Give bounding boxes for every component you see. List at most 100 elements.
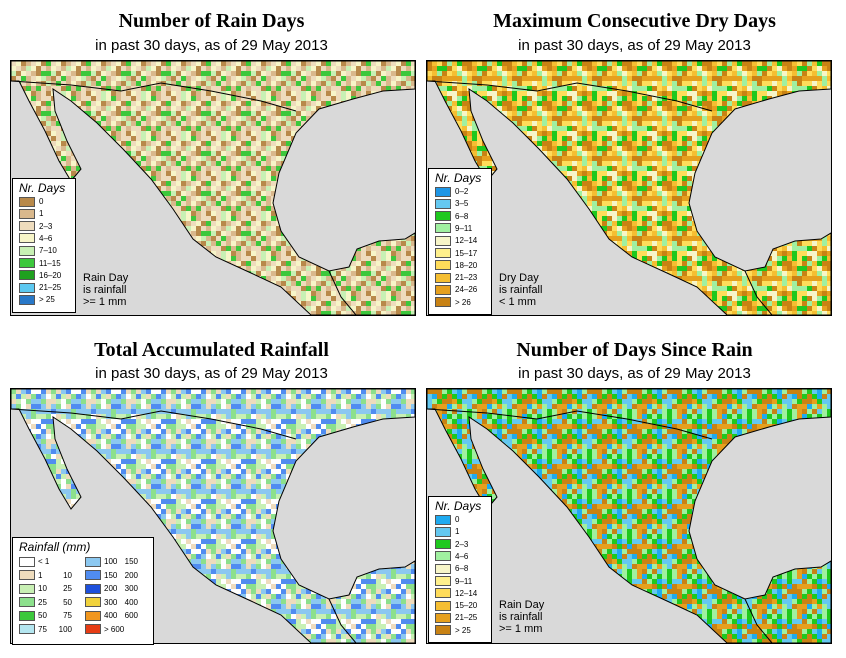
legend-dry-days: Nr. Days 0–2 3–5 6–8 9–11 12–14 15–17 18–20 21–…: [428, 168, 492, 315]
legend-swatch: [19, 221, 35, 232]
panel-title: Maximum Consecutive Dry Days: [493, 10, 776, 32]
legend-swatch: [435, 625, 451, 636]
legend-swatch: [19, 610, 35, 621]
note-line: is rainfall: [83, 284, 127, 296]
legend-swatch: [19, 208, 35, 219]
legend-swatch: [435, 539, 451, 550]
legend-label: 100 150: [104, 557, 138, 566]
legend-label: 11–15: [39, 258, 61, 268]
legend-label: 15–17: [455, 248, 478, 258]
panel-since-rain: Number of Days Since Rain in past 30 day…: [423, 329, 846, 658]
legend-swatch: [19, 233, 35, 244]
note-line: < 1 mm: [499, 296, 536, 308]
panel-rainfall: Total Accumulated Rainfall in past 30 da…: [0, 329, 423, 658]
legend-swatch: [435, 235, 451, 246]
legend-item: 25 50: [19, 597, 72, 608]
legend-swatch: [19, 258, 35, 268]
note-line: >= 1 mm: [83, 296, 127, 308]
legend-label: 1: [39, 209, 44, 219]
panel-dry-days: Maximum Consecutive Dry Days in past 30 …: [423, 0, 846, 329]
note-rain-days: Rain Day is rainfall >= 1 mm: [83, 272, 128, 308]
panel-title: Total Accumulated Rainfall: [94, 339, 329, 361]
legend-item: 75 100: [19, 624, 72, 635]
legend-swatch: [435, 576, 451, 586]
legend-item: 12–14: [435, 235, 477, 246]
legend-swatch: [435, 551, 451, 562]
legend-swatch: [435, 600, 451, 611]
legend-label: 4–6: [39, 233, 53, 243]
legend-item: 21–25: [19, 282, 61, 293]
country-border: [328, 270, 357, 315]
legend-swatch: [435, 514, 451, 525]
legend-item: < 1: [19, 556, 72, 567]
legend-swatch: [19, 270, 35, 281]
legend-label: 25 50: [38, 597, 72, 607]
panel-subtitle: in past 30 days, as of 29 May 2013: [518, 365, 751, 382]
legend-label: 75 100: [38, 624, 72, 634]
legend-swatch: [19, 245, 35, 256]
legend-swatch: [85, 597, 101, 607]
panel-subtitle: in past 30 days, as of 29 May 2013: [95, 37, 328, 54]
legend-swatch: [435, 612, 451, 623]
legend-item: 10 25: [19, 583, 72, 594]
legend-label: 18–20: [455, 260, 478, 270]
legend-label: > 25: [455, 625, 471, 635]
legend-rain-days: Nr. Days 0 1 2–3 4–6 7–10 11–15 16–20 21–25 > 25: [12, 178, 76, 313]
country-border: [427, 408, 713, 440]
legend-swatch: [19, 570, 35, 580]
legend-item: 18–20: [435, 260, 477, 271]
legend-item: 15–17: [435, 248, 477, 259]
legend-label: 0–2: [455, 187, 469, 196]
legend-item: 4–6: [435, 551, 468, 562]
legend-swatch: [435, 223, 451, 234]
legend-swatch: [435, 563, 451, 574]
note-line: Dry Day: [499, 272, 539, 284]
legend-label: 0: [455, 515, 460, 524]
legend-item: 1: [435, 526, 459, 537]
legend-item: > 25: [19, 294, 55, 305]
legend-label: 21–23: [455, 273, 478, 283]
mexico-map: [11, 389, 415, 643]
land-area: [11, 61, 415, 315]
legend-title: Nr. Days: [435, 499, 482, 513]
panel-title: Number of Days Since Rain: [516, 339, 753, 361]
legend-item: 0–2: [435, 186, 468, 197]
map-since-rain: [426, 388, 832, 644]
legend-swatch: [85, 583, 101, 594]
legend-swatch: [435, 260, 451, 271]
legend-rainfall: Rainfall (mm) < 1 1 10 10 25 25 50 50 75 75 100 100…: [12, 537, 154, 645]
legend-label: 15–20: [455, 601, 478, 611]
legend-swatch: [19, 597, 35, 607]
note-line: Rain Day: [499, 599, 545, 611]
note-dry-days: Dry Day is rainfall < 1 mm: [499, 272, 542, 308]
panel-rain-days: Number of Rain Days in past 30 days, as …: [0, 0, 423, 329]
legend-item: 1 10: [19, 570, 72, 581]
legend-item: 300 400: [85, 597, 138, 608]
legend-item: 9–11: [435, 223, 472, 234]
legend-label: 21–25: [39, 283, 62, 293]
map-rain-days: [10, 60, 416, 316]
legend-label: 16–20: [39, 270, 62, 280]
country-border: [744, 270, 773, 315]
legend-swatch: [435, 198, 451, 209]
legend-item: 7–10: [19, 245, 57, 256]
legend-item: 3–5: [435, 198, 468, 209]
legend-item: 200 300: [85, 583, 138, 594]
legend-item: 12–14: [435, 588, 477, 599]
legend-label: 150 200: [104, 570, 138, 580]
legend-item: > 26: [435, 297, 471, 308]
note-line: Rain Day: [83, 272, 129, 284]
note-since-rain: Rain Day is rainfall >= 1 mm: [499, 599, 544, 635]
legend-label: 12–14: [455, 236, 478, 246]
country-border: [11, 80, 297, 112]
legend-label: 4–6: [455, 551, 469, 561]
legend-label: > 600: [104, 624, 125, 634]
land-area: [11, 389, 415, 643]
map-dry-days: [426, 60, 832, 316]
legend-swatch: [19, 282, 35, 293]
panel-subtitle: in past 30 days, as of 29 May 2013: [518, 37, 751, 54]
legend-label: 10 25: [38, 584, 72, 593]
legend-item: 2–3: [19, 221, 52, 232]
legend-swatch: [85, 624, 101, 634]
panel-title: Number of Rain Days: [118, 10, 305, 32]
